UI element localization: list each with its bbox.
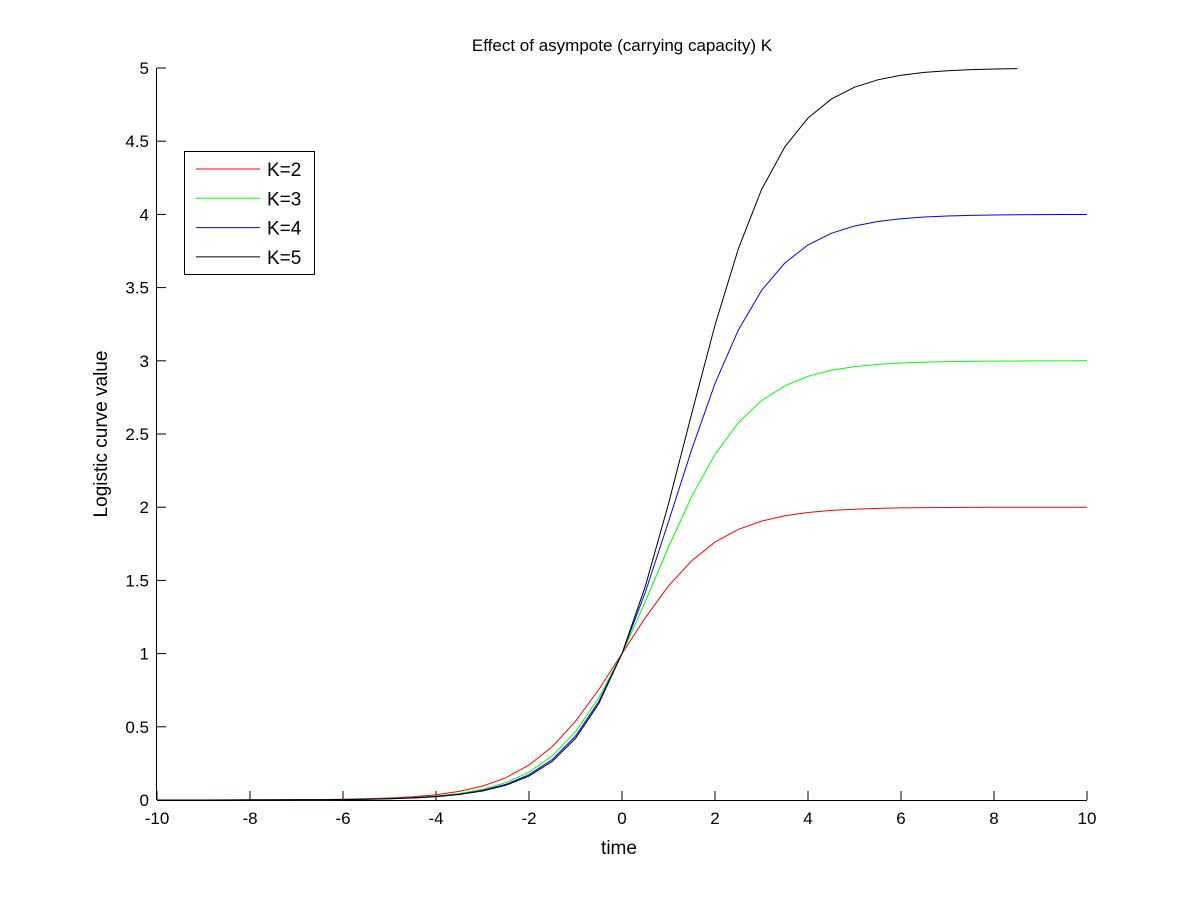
x-axis-label: time bbox=[601, 838, 637, 859]
x-tick-label: 6 bbox=[896, 809, 905, 828]
x-tick-label: 4 bbox=[803, 809, 812, 828]
y-tick-label: 1 bbox=[140, 645, 149, 664]
legend-label: K=3 bbox=[267, 189, 301, 210]
y-tick-label: 3.5 bbox=[125, 279, 149, 298]
x-tick-label: -2 bbox=[521, 809, 536, 828]
x-tick-label: 2 bbox=[710, 809, 719, 828]
chart-title: Effect of asympote (carrying capacity) K bbox=[472, 36, 773, 55]
y-tick-label: 0.5 bbox=[125, 718, 149, 737]
x-tick-label: -6 bbox=[335, 809, 350, 828]
legend-box bbox=[184, 151, 315, 275]
legend-label: K=2 bbox=[267, 160, 301, 181]
axes: -10 -8 -6 -4 -2 0 2 4 6 8 10 0 0.5 1 1.5 2 2.5 3 3.5 4 4.5 5 bbox=[125, 59, 1096, 828]
x-tick-label: 8 bbox=[989, 809, 998, 828]
x-tick-label: -4 bbox=[428, 809, 443, 828]
y-tick-label: 5 bbox=[140, 59, 149, 78]
y-tick-label: 3 bbox=[140, 352, 149, 371]
x-tick-label: 0 bbox=[617, 809, 626, 828]
x-tick-label: -8 bbox=[242, 809, 257, 828]
y-tick-label: 2 bbox=[140, 498, 149, 517]
y-tick-label: 4.5 bbox=[125, 132, 149, 151]
y-tick-label: 2.5 bbox=[125, 425, 149, 444]
y-axis-label: Logistic curve value bbox=[91, 351, 112, 518]
x-tick-label: 10 bbox=[1078, 809, 1097, 828]
series-line-k5 bbox=[157, 68, 1018, 801]
legend-label: K=4 bbox=[267, 219, 302, 240]
y-tick-label: 0 bbox=[140, 791, 149, 810]
series-lines bbox=[157, 68, 1088, 801]
x-tick-label: -10 bbox=[145, 809, 170, 828]
series-line-k3 bbox=[157, 360, 1088, 801]
y-tick-label: 1.5 bbox=[125, 571, 149, 590]
y-tick-label: 4 bbox=[140, 205, 149, 224]
legend: K=2 K=3 K=4 K=5 bbox=[184, 151, 315, 275]
legend-label: K=5 bbox=[267, 248, 301, 269]
